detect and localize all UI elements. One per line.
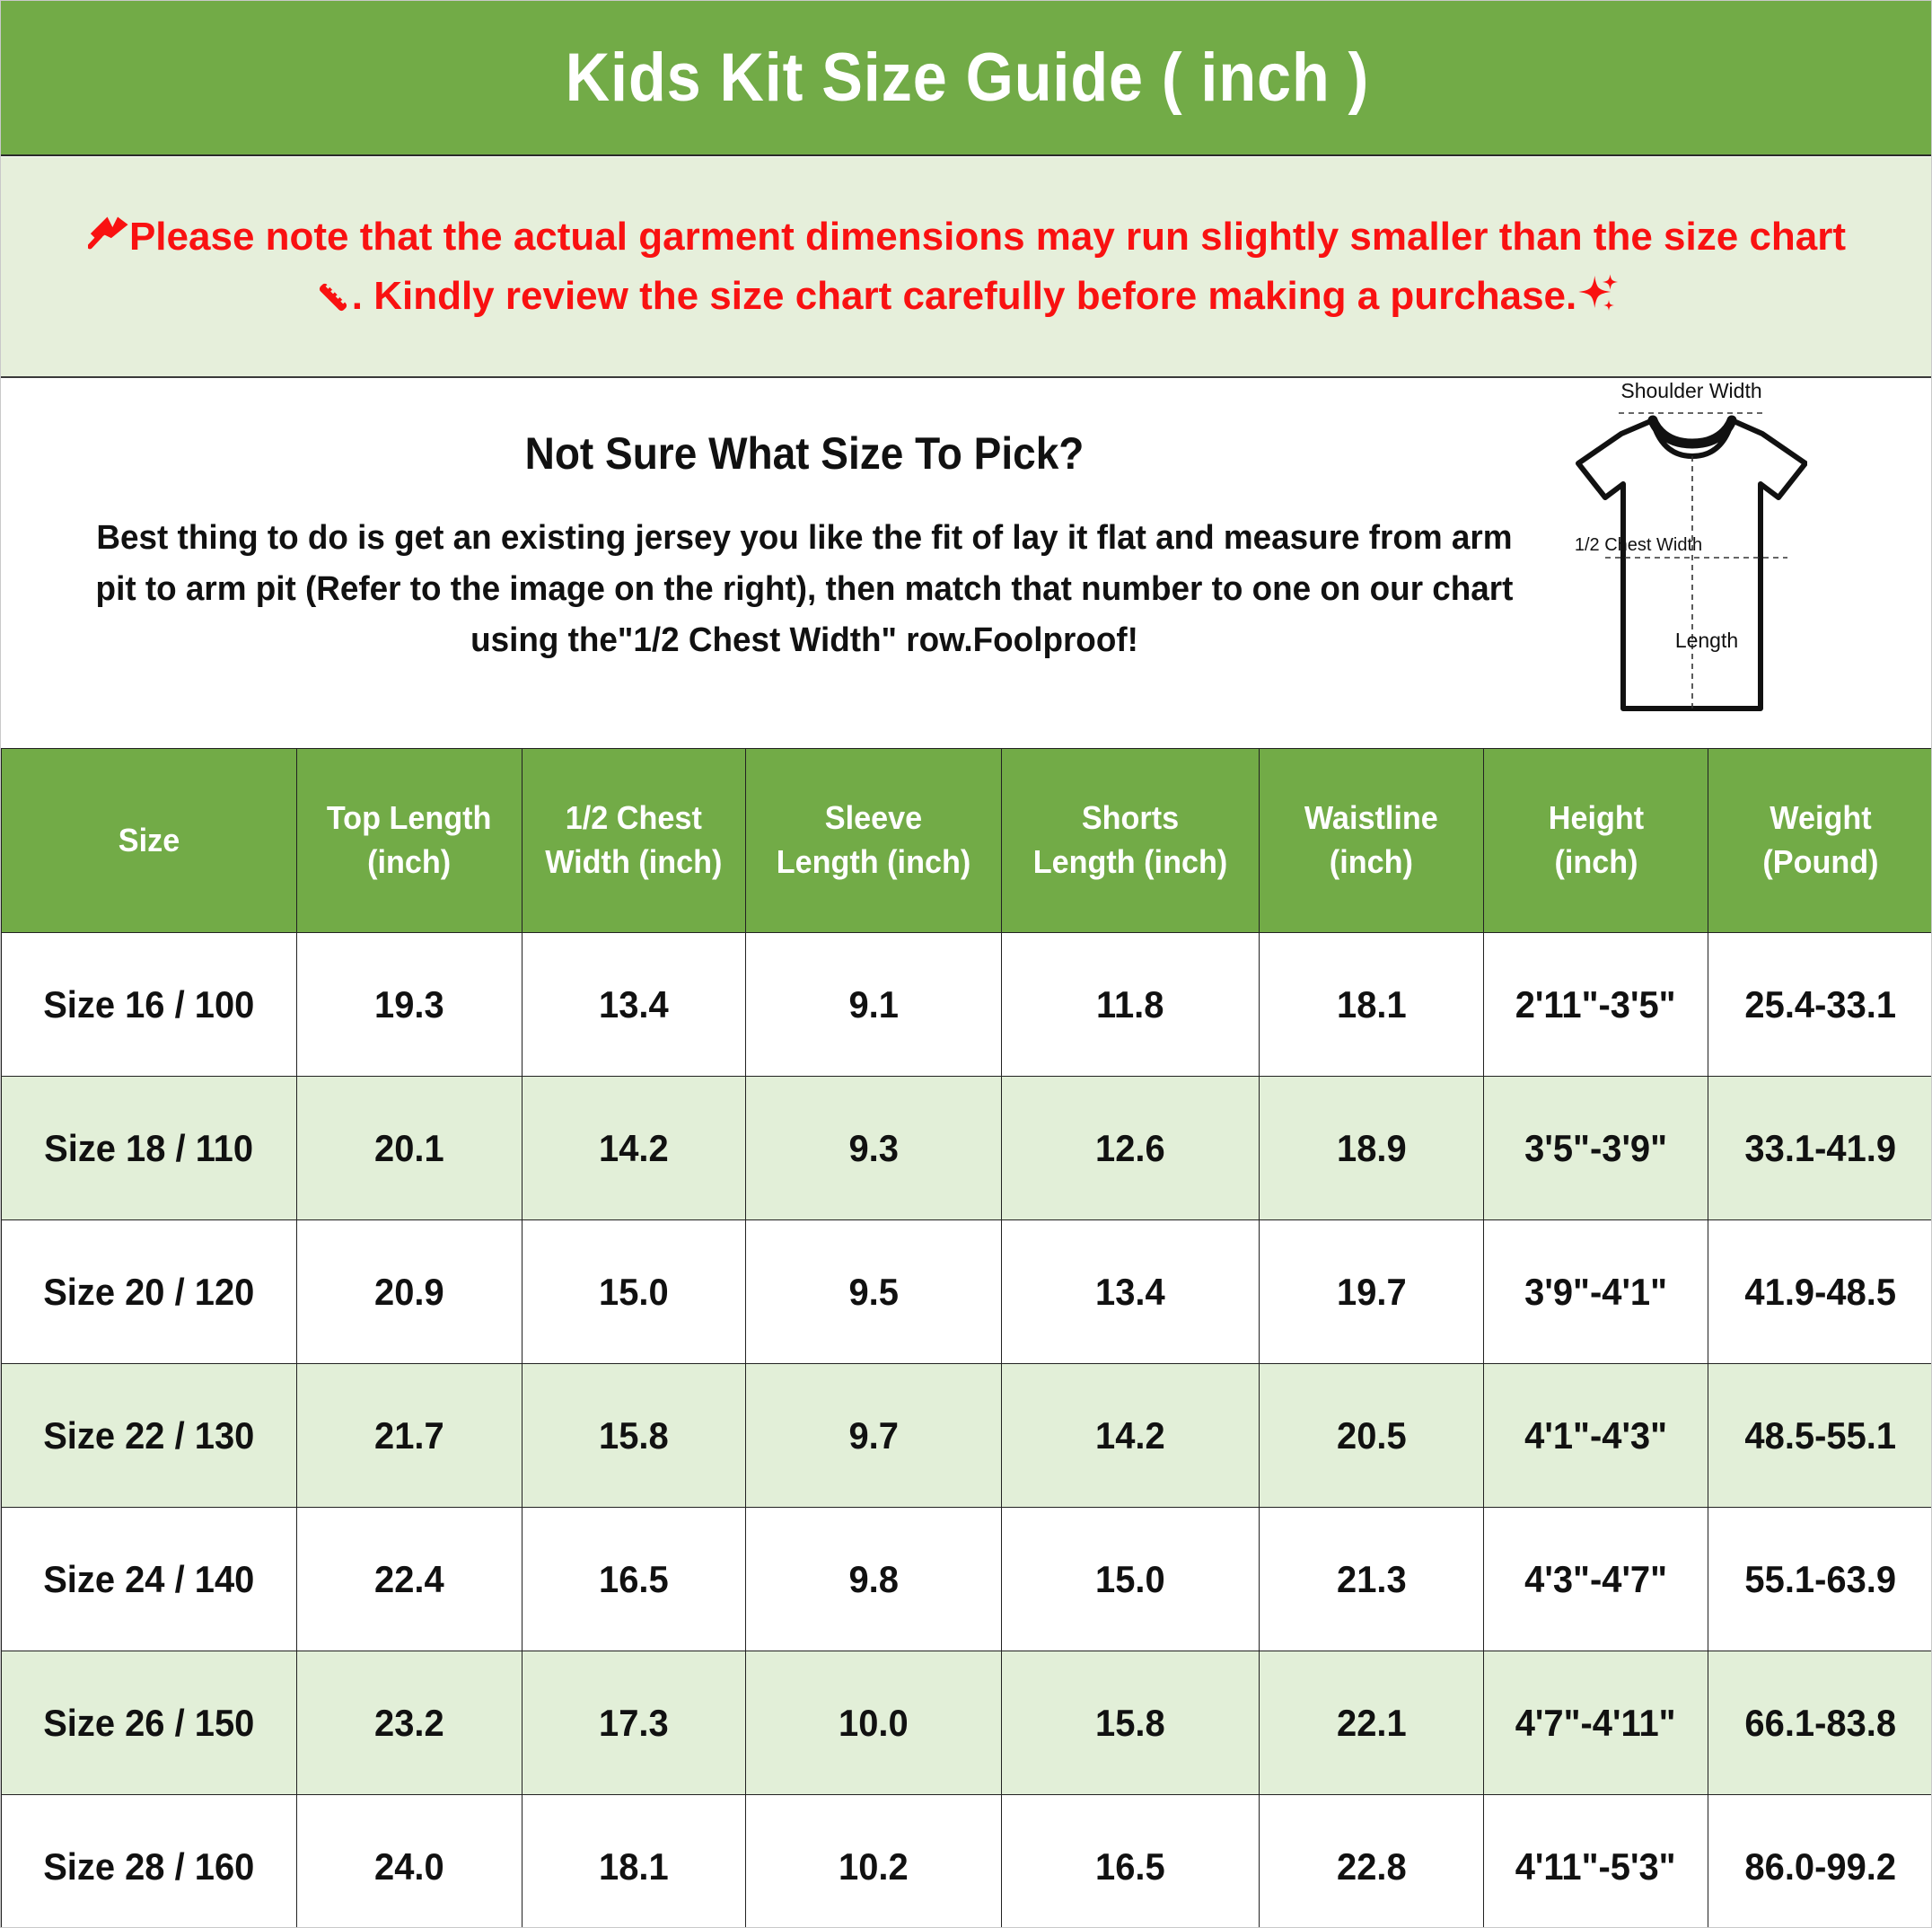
svg-text:Shoulder Width: Shoulder Width xyxy=(1620,379,1761,402)
svg-text:Length: Length xyxy=(1675,629,1738,652)
svg-text:1/2 Chest Width: 1/2 Chest Width xyxy=(1575,535,1702,555)
